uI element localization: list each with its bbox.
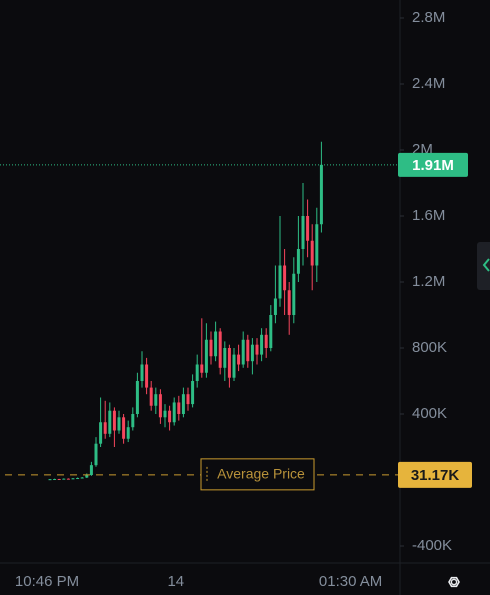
candle-body: [269, 314, 273, 348]
settings-icon-center[interactable]: [450, 578, 458, 586]
candle-body: [80, 477, 84, 479]
candle-body: [57, 479, 61, 481]
x-tick-label: 14: [167, 573, 184, 590]
candle-body: [214, 331, 218, 357]
candle-body: [94, 443, 98, 466]
y-tick-label: 2.8M: [412, 9, 445, 26]
candle-body: [287, 290, 291, 315]
candle-body: [241, 339, 245, 365]
candle-body: [112, 410, 116, 431]
x-tick-label: 01:30 AM: [319, 573, 382, 590]
candle-body: [204, 339, 208, 373]
side-tab-bg[interactable]: [477, 242, 490, 290]
y-tick-label: 1.6M: [412, 207, 445, 224]
candle-body: [62, 478, 66, 480]
candle-body: [48, 479, 52, 481]
candle-body: [163, 410, 167, 418]
candle-body: [108, 410, 112, 434]
y-tick-label: 1.2M: [412, 273, 445, 290]
candle-body: [246, 339, 250, 362]
candle-body: [223, 347, 227, 368]
candle-body: [158, 394, 162, 418]
candle-body: [172, 402, 176, 423]
average-price-tag: [200, 458, 315, 491]
y-tick-label: 2.4M: [412, 75, 445, 92]
candle-body: [278, 265, 282, 299]
candle-body: [85, 475, 89, 478]
candle-body: [191, 380, 195, 405]
side-tab-icon[interactable]: [482, 258, 490, 272]
candle-body: [200, 364, 204, 373]
candle-body: [66, 478, 70, 480]
candle-body: [292, 273, 296, 315]
candle-body: [126, 427, 130, 439]
candle-body: [218, 331, 222, 368]
candle-body: [301, 215, 305, 249]
candle-body: [195, 364, 199, 381]
y-tick-label: 800K: [412, 339, 447, 356]
candle-body: [135, 380, 139, 414]
candle-body: [260, 334, 264, 355]
candle-body: [71, 478, 75, 480]
candle-body: [232, 354, 236, 378]
candle-body: [177, 402, 181, 414]
x-tick-label: 10:46 PM: [15, 573, 79, 590]
candle-body: [122, 417, 126, 439]
current-price-label: 1.91M: [412, 157, 454, 174]
settings-button[interactable]: [448, 576, 460, 588]
candle-body: [227, 347, 231, 378]
candle-body: [310, 240, 314, 266]
candle-body: [296, 248, 300, 274]
candle-body: [76, 478, 80, 480]
candle-body: [283, 265, 287, 291]
candle-body: [149, 387, 153, 406]
average-price-badge: [398, 461, 472, 488]
candle-body: [154, 394, 158, 406]
candle-body: [273, 298, 277, 315]
average-price-label: 31.17K: [411, 467, 460, 484]
candle-body: [209, 339, 213, 357]
side-tab[interactable]: [477, 242, 490, 290]
settings-icon[interactable]: [448, 576, 460, 588]
candle-body: [255, 344, 259, 355]
y-tick-label: 400K: [412, 405, 447, 422]
candle-body: [319, 164, 323, 225]
candle-body: [181, 394, 185, 414]
average-price-name: Average Price: [217, 466, 305, 482]
current-price-badge: [398, 152, 468, 177]
candle-body: [250, 344, 254, 362]
candle-body: [53, 479, 57, 481]
candle-body: [103, 422, 107, 434]
y-tick-label: -400K: [412, 537, 452, 554]
candle-body: [145, 364, 149, 388]
candle-body: [306, 215, 310, 241]
candle-body: [89, 465, 93, 476]
candle-body: [264, 334, 268, 348]
candle-body: [168, 410, 172, 423]
candle-body: [237, 354, 241, 365]
candle-body: [140, 364, 144, 381]
candle-body: [131, 413, 135, 428]
candle-body: [315, 224, 319, 266]
candle-body: [186, 394, 190, 405]
candle-body: [117, 417, 121, 431]
candle-body: [99, 422, 103, 444]
